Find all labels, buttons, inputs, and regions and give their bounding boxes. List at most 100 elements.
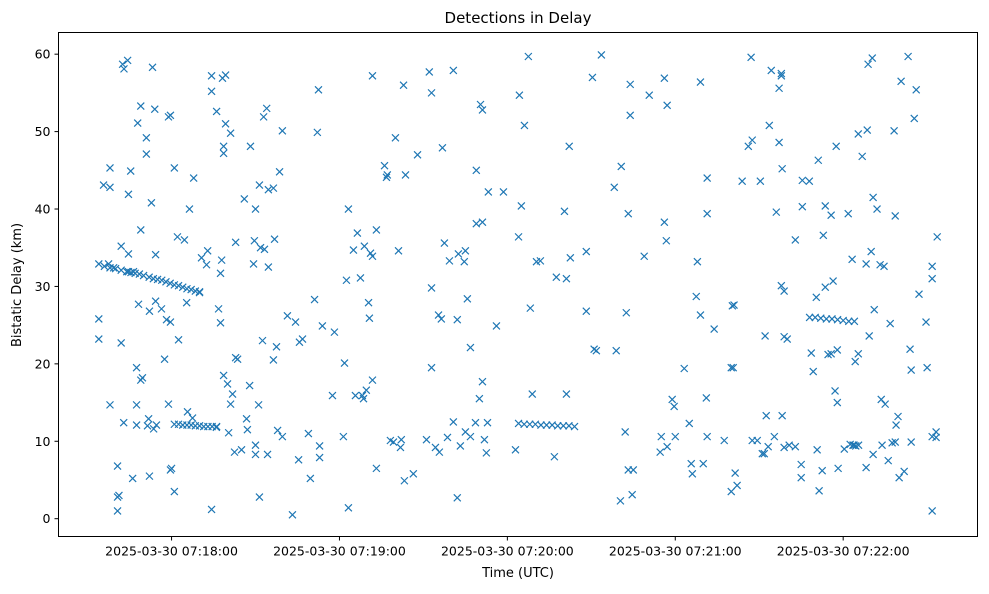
data-point [318, 321, 327, 330]
data-point [360, 242, 369, 251]
data-point [166, 318, 175, 326]
data-point [484, 188, 493, 196]
data-point [219, 149, 228, 158]
data-point [258, 336, 267, 345]
data-point [699, 459, 708, 468]
data-point [840, 445, 849, 453]
data-point [228, 390, 237, 398]
data-point [813, 445, 822, 454]
data-point [214, 304, 223, 313]
data-point [139, 271, 148, 280]
data-point [272, 342, 281, 351]
chart-title: Detections in Delay [445, 9, 592, 27]
data-point [760, 449, 769, 458]
data-point [283, 311, 292, 320]
data-point [359, 394, 368, 403]
data-point [656, 448, 665, 457]
data-point [827, 211, 836, 220]
data-point [456, 441, 465, 450]
data-point [553, 421, 562, 430]
data-point [765, 121, 774, 130]
data-point [812, 293, 821, 302]
data-point [478, 218, 487, 227]
data-point [273, 426, 282, 435]
y-tick-label: 0 [43, 511, 51, 526]
data-point [520, 420, 529, 429]
data-point [180, 236, 189, 244]
data-point [770, 432, 779, 441]
data-point [680, 364, 689, 373]
x-tick-label: 2025-03-30 07:21:00 [609, 544, 742, 559]
data-point [844, 317, 853, 326]
data-point [821, 201, 830, 210]
y-tick-label: 10 [35, 434, 51, 449]
data-point [115, 491, 123, 500]
data-point [396, 443, 405, 452]
plot-frame [58, 32, 978, 537]
data-point [471, 418, 480, 427]
data-point [693, 257, 702, 266]
data-point [891, 212, 900, 220]
data-point [616, 496, 625, 505]
data-point [197, 253, 206, 262]
data-point [528, 390, 537, 398]
data-point [344, 205, 353, 213]
data-point [560, 207, 569, 216]
data-point [482, 448, 491, 457]
data-point [145, 472, 154, 481]
data-point [907, 366, 916, 374]
data-point [668, 395, 677, 404]
data-point [382, 173, 391, 182]
data-point [475, 394, 484, 403]
data-point [910, 114, 919, 123]
data-point [472, 166, 481, 175]
data-point [330, 328, 339, 337]
data-point [454, 249, 463, 258]
data-point [453, 315, 462, 324]
data-point [136, 225, 145, 234]
data-point [118, 60, 127, 69]
data-point [126, 167, 135, 176]
y-axis-label: Bistatic Delay (km) [10, 223, 25, 347]
data-point [120, 64, 128, 73]
data-point [298, 335, 307, 344]
data-point [349, 246, 358, 254]
data-point [890, 126, 899, 135]
data-point [791, 442, 800, 451]
data-point [434, 311, 443, 320]
data-point [848, 255, 857, 264]
data-point [134, 300, 143, 309]
data-point [478, 105, 487, 114]
data-point [237, 445, 246, 454]
data-point [886, 319, 895, 328]
data-point [124, 249, 133, 258]
data-point [894, 412, 902, 421]
data-point [797, 473, 806, 482]
data-point [869, 193, 878, 202]
data-point [827, 349, 836, 358]
data-point [520, 121, 529, 130]
data-point [391, 133, 400, 142]
data-points [94, 51, 942, 519]
data-point [353, 229, 362, 237]
data-point [785, 441, 794, 450]
data-point [145, 273, 154, 282]
data-point [696, 311, 705, 320]
data-point [687, 459, 696, 468]
data-point [124, 190, 133, 199]
y-tick-label: 20 [35, 356, 51, 371]
data-point [183, 407, 192, 416]
data-point [427, 88, 436, 97]
data-point [260, 245, 269, 254]
data-point [328, 391, 337, 400]
data-point [144, 414, 153, 423]
data-point [435, 448, 444, 457]
data-point [744, 142, 753, 151]
data-point [814, 156, 823, 165]
data-point [891, 438, 900, 446]
data-point [255, 181, 264, 189]
data-point [254, 400, 263, 409]
x-tick-label: 2025-03-30 07:19:00 [273, 544, 406, 559]
data-point [314, 85, 323, 94]
